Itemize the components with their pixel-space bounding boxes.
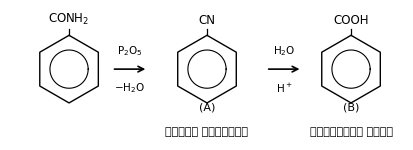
Text: P$_2$O$_5$: P$_2$O$_5$ bbox=[117, 45, 142, 58]
Text: CONH$_2$: CONH$_2$ bbox=[48, 12, 90, 27]
Text: (A): (A) bbox=[198, 102, 215, 112]
Text: (B): (B) bbox=[342, 102, 358, 112]
Text: −H$_2$O: −H$_2$O bbox=[114, 81, 145, 95]
Text: फेनिल सायनाइड: फेनिल सायनाइड bbox=[165, 127, 248, 137]
Text: CN: CN bbox=[198, 14, 215, 27]
Text: H$_2$O: H$_2$O bbox=[272, 45, 294, 58]
Text: H$^+$: H$^+$ bbox=[275, 82, 292, 95]
Text: बेन्जोइक एसिड: बेन्जोइक एसिड bbox=[309, 127, 392, 137]
Text: COOH: COOH bbox=[332, 14, 368, 27]
